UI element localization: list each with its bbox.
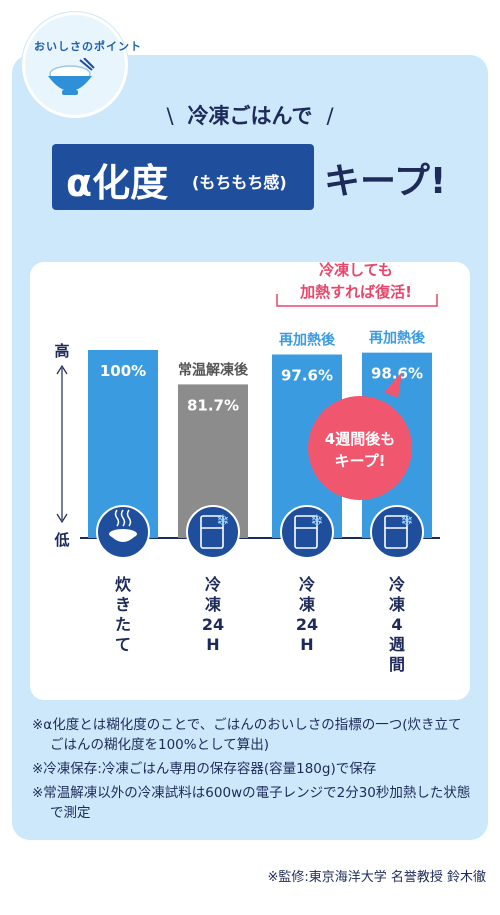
steam-icon-1 [114,509,120,527]
category-label-0-0: 炊 [115,575,132,594]
category-label-1-1: 凍 [205,595,221,614]
freezer-icon-circle-3 [370,505,424,559]
freezer-icon-circle-1 [186,505,240,559]
alpha-box: α化度 (もちもち感) [52,144,314,210]
supervisor-credit: ※監修:東京海洋大学 名誉教授 鈴木徹 [267,870,486,885]
annotation-bracket [276,294,438,307]
alpha-sub-text: (もちもち感) [192,173,287,192]
steam-icon-3 [126,509,132,527]
y-axis-arrow-down [56,513,68,524]
y-axis-arrow-up [56,364,68,375]
speech-bubble [308,396,412,500]
footnote-2: ※冷凍保存:冷凍ごはん専用の保存容器(容量180g)で保存 [32,761,377,777]
footnotes: ※α化度とは糊化度のことで、ごはんのおいしさの指標の一つ(炊き立てごはんの糊化度… [32,715,472,827]
category-label-2-0: 冷 [299,575,315,594]
headline-text: 冷凍ごはんで [187,104,313,128]
category-label-1-2: 24 [202,615,224,634]
rice-top-icon [109,529,137,539]
steam-icon-2 [120,509,126,527]
category-label-1-3: H [206,635,219,654]
bar-header-3: 再加熱後 [369,330,426,347]
point-badge [22,12,128,118]
category-label-2-2: 24 [296,615,318,634]
footnote-1: ※α化度とは糊化度のことで、ごはんのおいしさの指標の一つ(炊き立てごはんの糊化度… [32,717,462,753]
fridge-icon-1 [200,515,224,549]
y-axis-low: 低 [53,531,69,549]
bar-value-label-1: 81.7% [187,396,239,414]
alpha-main-text: α化度 [66,161,169,205]
keep-text: キープ! [324,161,447,202]
bubble-text-2: キープ! [335,452,386,470]
annotation-line-1: 冷凍しても [319,261,393,279]
y-axis-high: 高 [54,342,69,360]
footnote-3: ※常温解凍以外の冷凍試料は600wの電子レンジで2分30秒加熱した状態で測定 [32,785,471,821]
annotation-line-2: 加熱すれば復活! [299,283,412,301]
category-label-0-1: き [115,595,131,614]
bar-header-1: 常温解凍後 [178,361,249,378]
category-label-3-3: 週 [389,635,405,654]
category-label-0-2: た [115,615,131,634]
headline: \ 冷凍ごはんで / [0,100,500,130]
bar-value-label-3: 98.6% [371,365,423,383]
category-label-3-1: 凍 [389,595,405,614]
bar-value-label-0: 100% [100,362,146,380]
slash-right: / [326,104,334,128]
snowflake-icon-1: ❄ [216,511,229,530]
category-label-2-3: H [300,635,313,654]
bar-value-label-2: 97.6% [281,367,333,385]
snowflake-icon-3: ❄ [400,511,413,530]
snowflake-icon-2: ❄ [310,511,323,530]
rice-bowl-icon [48,58,95,95]
category-label-3-0: 冷 [389,575,405,594]
category-label-0-3: て [115,635,131,654]
fridge-icon-3 [384,515,408,549]
bubble-tail [384,372,402,398]
category-label-2-1: 凍 [299,595,315,614]
freezer-icon-circle-2 [280,505,334,559]
fridge-icon-2 [294,515,318,549]
category-label-3-2: 4 [391,615,402,634]
slash-left: \ [166,104,174,128]
category-label-1-0: 冷 [205,575,221,594]
bar-header-2: 再加熱後 [279,332,336,349]
category-label-3-4: 間 [389,655,405,674]
badge-label: おいしさのポイント [34,40,142,53]
bubble-text-1: 4週間後も [325,430,395,448]
